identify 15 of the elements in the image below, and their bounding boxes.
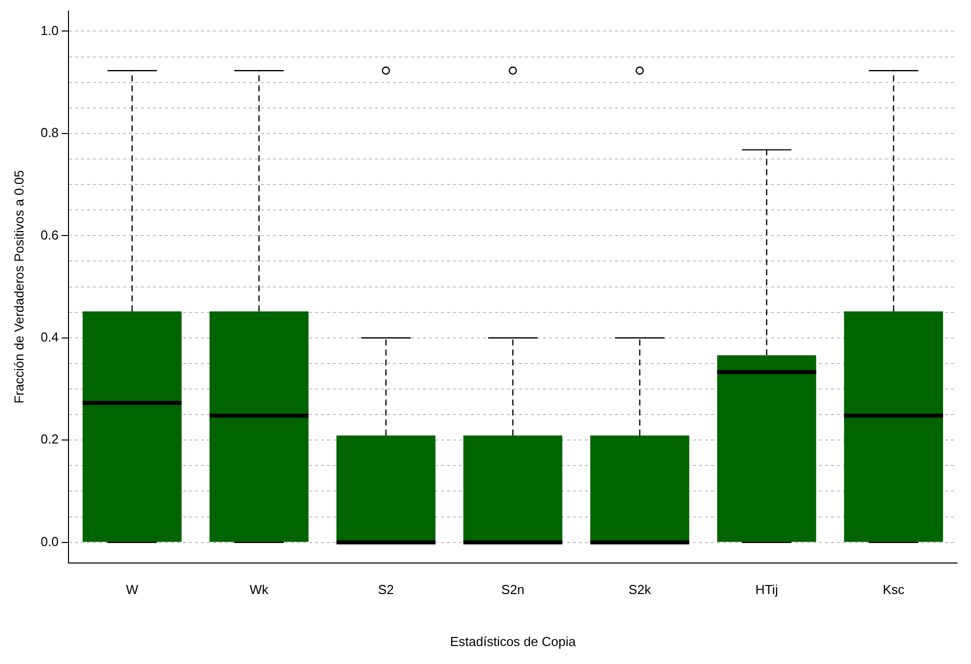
y-tick-label: 1.0 [40, 22, 59, 38]
y-tick-label: 0.6 [40, 227, 59, 242]
y-tick-label: 0.2 [40, 432, 59, 447]
y-tick-label: 0.0 [40, 534, 59, 549]
x-tick-label: HTij [755, 582, 778, 598]
y-tick-label: 0.4 [40, 329, 59, 344]
y-tick-label: 0.8 [40, 125, 59, 140]
x-axis-title: Estadísticos de Copia [450, 634, 576, 649]
y-axis-title: Fracción de Verdaderos Positivos a 0.05 [11, 170, 26, 404]
x-tick-label: Wk [250, 582, 269, 598]
x-tick-label: S2 [378, 582, 394, 598]
x-tick-label: S2n [501, 582, 524, 598]
x-tick-label: S2k [628, 582, 652, 598]
x-tick-label: Ksc [882, 582, 905, 598]
x-tick-label: W [126, 582, 139, 598]
